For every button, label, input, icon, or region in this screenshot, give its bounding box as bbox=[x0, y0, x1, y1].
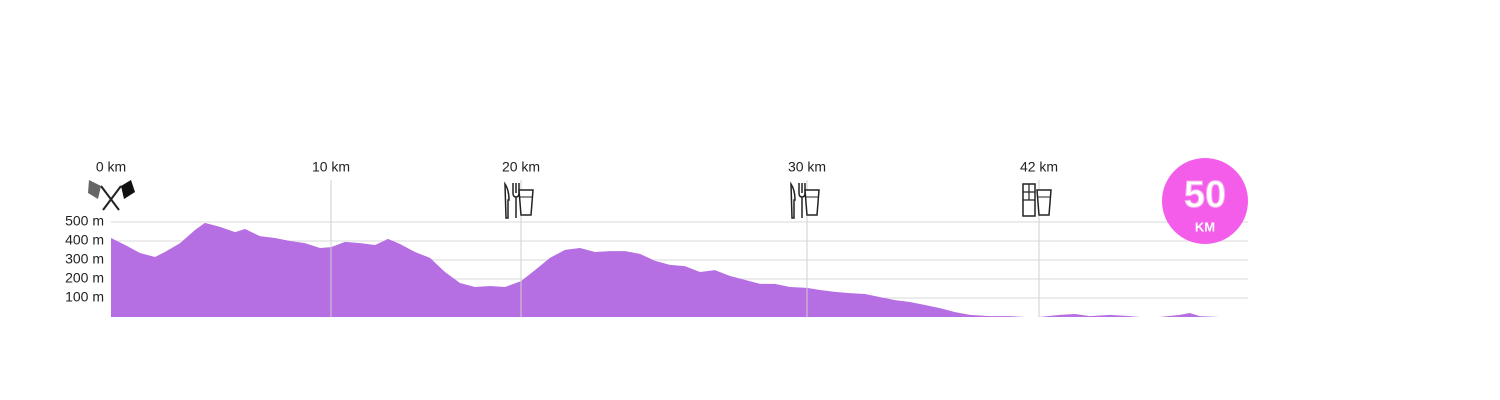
y-tick-label: 300 m bbox=[65, 251, 104, 267]
fork bbox=[512, 183, 520, 218]
food-icon bbox=[504, 181, 534, 219]
knife bbox=[790, 181, 796, 219]
flag bbox=[88, 180, 101, 199]
flag bbox=[121, 180, 135, 199]
flag-pole bbox=[100, 185, 120, 211]
x-tick-label: 10 km bbox=[312, 159, 350, 175]
y-tick-label: 200 m bbox=[65, 270, 104, 286]
choc-icon bbox=[1022, 183, 1052, 217]
y-tick-label: 400 m bbox=[65, 232, 104, 248]
flag-pole bbox=[102, 185, 122, 211]
fork bbox=[798, 183, 806, 218]
x-tick-label: 42 km bbox=[1020, 159, 1058, 175]
glass bbox=[518, 189, 534, 216]
x-tick-label: 0 km bbox=[96, 159, 126, 175]
x-tick-label: 20 km bbox=[502, 159, 540, 175]
x-tick-label: 30 km bbox=[788, 159, 826, 175]
glass bbox=[1036, 189, 1052, 216]
flags-icon bbox=[88, 180, 135, 211]
distance-badge bbox=[1162, 158, 1248, 244]
chocolate-grid bbox=[1023, 184, 1035, 201]
knife bbox=[504, 181, 510, 219]
elevation-area bbox=[111, 222, 1230, 317]
food-icon bbox=[790, 181, 820, 219]
y-tick-label: 500 m bbox=[65, 213, 104, 229]
glass bbox=[804, 189, 820, 216]
y-tick-label: 100 m bbox=[65, 289, 104, 305]
badge-distance: 50 bbox=[1184, 174, 1226, 216]
badge-unit: KM bbox=[1195, 219, 1215, 234]
